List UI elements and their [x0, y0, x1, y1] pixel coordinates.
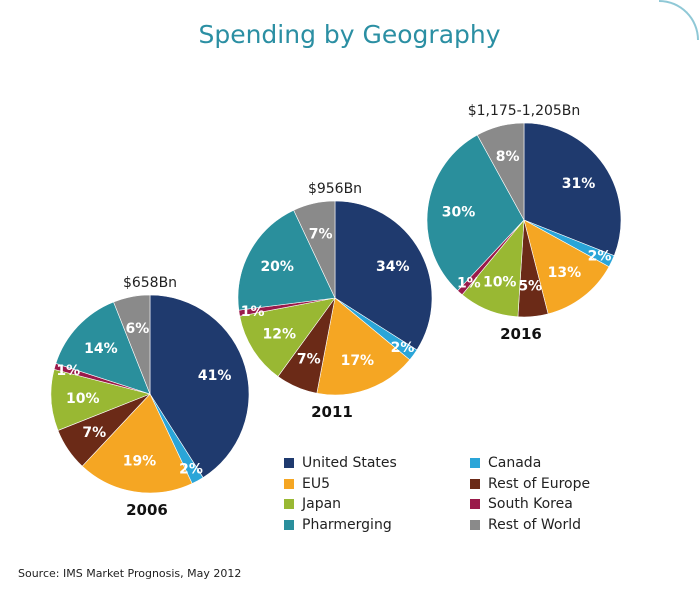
- legend-item-canada: Canada: [470, 454, 660, 473]
- legend-swatch: [284, 478, 294, 489]
- pie-slice-rest-of-world: [293, 200, 336, 299]
- pie-2006: 41% 2% 19% 7% 10% 1%14% 6% $658Bn 2006: [50, 275, 250, 519]
- slice-label-eu5: 19%: [123, 453, 157, 469]
- legend-swatch: [470, 519, 480, 530]
- slice-label-rest-of-world: 6%: [125, 321, 149, 337]
- pie-slice-rest-of-world: [113, 294, 151, 395]
- chart-title: Spending by Geography: [198, 20, 501, 49]
- legend-item-japan: Japan: [284, 495, 470, 514]
- legend-label: Rest of World: [488, 516, 582, 533]
- slice-label-eu5: 17%: [341, 353, 375, 369]
- slice-label-rest-of-world: 8%: [496, 149, 520, 165]
- legend: United States Canada EU5 Rest of Europe …: [284, 454, 684, 534]
- pie-slice-japan: [239, 297, 336, 377]
- legend-item-united-states: United States: [284, 454, 470, 473]
- pie-year-label: 2006: [126, 501, 168, 519]
- pie-slice-eu5: [523, 219, 610, 315]
- slice-label-rest-of-world: 7%: [309, 227, 333, 243]
- pie-2016: 31% 2% 13% 5%10%1% 30% 8% $1,175-1,205Bn 2016: [426, 103, 622, 343]
- pie-slice-united-states: [149, 294, 250, 479]
- legend-label: Japan: [302, 496, 342, 513]
- pie-slice-pharmerging: [237, 209, 336, 311]
- slice-label-united-states: 41%: [198, 368, 232, 384]
- pie-slice-united-states: [334, 200, 433, 351]
- legend-label: Rest of Europe: [488, 475, 591, 492]
- slice-label-japan: 10%: [66, 391, 100, 407]
- pie-year-label: 2016: [500, 325, 542, 343]
- pie-slice-pharmerging: [426, 134, 525, 292]
- pie-total-label: $658Bn: [123, 275, 177, 291]
- slice-label-pharmerging: 30%: [442, 205, 476, 221]
- slice-label-united-states: 34%: [376, 259, 410, 275]
- slice-label-canada: 2%: [588, 249, 612, 265]
- pie-slice-eu5: [316, 297, 411, 396]
- slice-label-rest-of-europe: 7%: [297, 352, 321, 368]
- pie-slice-united-states: [523, 122, 622, 257]
- slice-label-canada: 2%: [179, 462, 203, 478]
- legend-swatch: [284, 458, 294, 469]
- slice-label-japan: 12%: [263, 326, 297, 342]
- legend-item-rest-of-europe: Rest of Europe: [470, 475, 660, 494]
- pie-total-label: $956Bn: [308, 181, 362, 197]
- source-note: Source: IMS Market Prognosis, May 2012: [18, 567, 242, 580]
- legend-swatch: [284, 519, 294, 530]
- legend-label: Canada: [488, 455, 542, 472]
- slice-label-japan: 10%: [483, 274, 517, 290]
- slice-label-south-korea: 1%: [56, 363, 80, 379]
- pie-year-label: 2011: [311, 403, 353, 421]
- slice-label-pharmerging: 14%: [84, 341, 118, 357]
- pie-slice-eu5: [81, 393, 193, 494]
- slice-label-south-korea: 1%: [241, 304, 265, 320]
- slice-label-pharmerging: 20%: [260, 259, 294, 275]
- pie-total-label: $1,175-1,205Bn: [468, 103, 581, 119]
- legend-label: United States: [302, 455, 397, 472]
- pie-slice-rest-of-world: [476, 122, 525, 221]
- legend-swatch: [470, 499, 480, 510]
- pie-slice-pharmerging: [55, 301, 151, 395]
- slice-label-rest-of-europe: 7%: [82, 425, 106, 441]
- legend-label: South Korea: [488, 496, 573, 513]
- legend-label: EU5: [302, 475, 330, 492]
- legend-item-rest-of-world: Rest of World: [470, 516, 660, 535]
- legend-swatch: [470, 478, 480, 489]
- slice-label-rest-of-europe: 5%: [518, 279, 542, 295]
- slice-label-canada: 2%: [391, 340, 415, 356]
- legend-label: Pharmerging: [302, 516, 392, 533]
- slice-label-eu5: 13%: [548, 265, 582, 281]
- legend-item-eu5: EU5: [284, 475, 470, 494]
- legend-swatch: [284, 499, 294, 510]
- legend-swatch: [470, 458, 480, 469]
- legend-item-pharmerging: Pharmerging: [284, 516, 470, 535]
- slice-label-south-korea: 1%: [457, 276, 481, 292]
- slice-label-united-states: 31%: [562, 176, 596, 192]
- legend-item-south-korea: South Korea: [470, 495, 660, 514]
